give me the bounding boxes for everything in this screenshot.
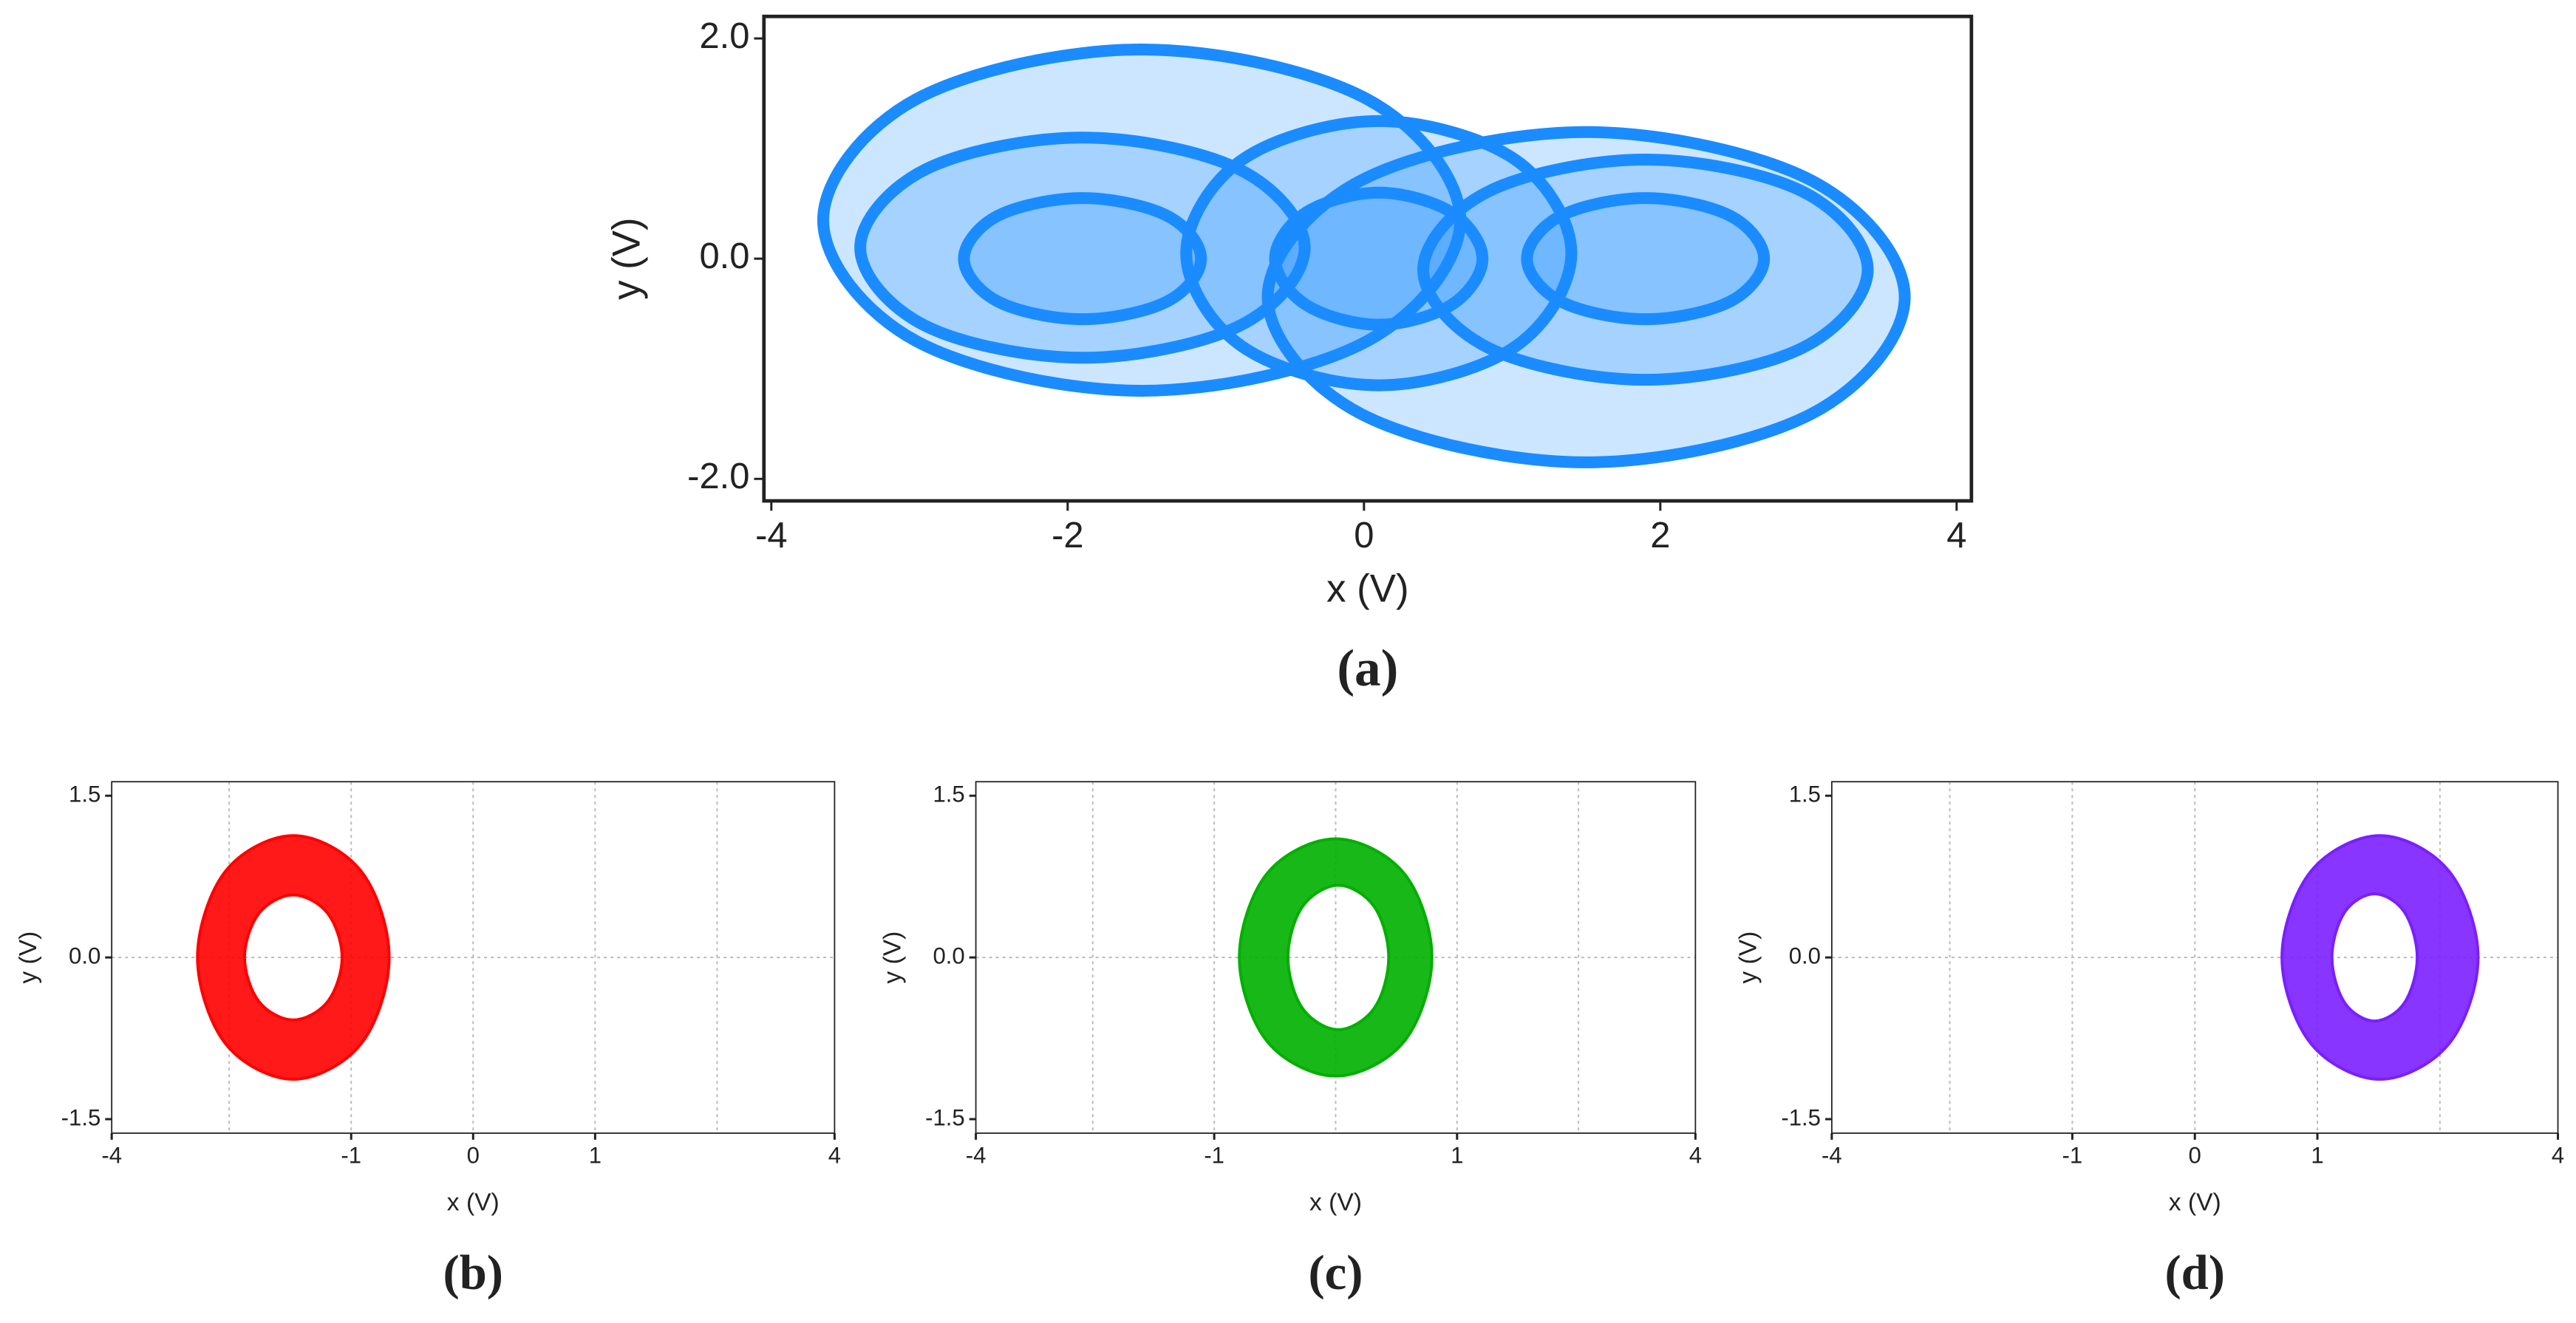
- y-axis-label: y (V): [879, 931, 906, 984]
- x-tick-label: -1: [2062, 1142, 2083, 1168]
- orbit-loop: [1521, 192, 1771, 326]
- y-axis-label: y (V): [15, 931, 42, 984]
- x-axis-label: x (V): [1309, 1189, 1362, 1216]
- y-tick-label: 0.0: [933, 943, 964, 968]
- caption: (a): [1337, 640, 1398, 697]
- caption: (d): [2164, 1246, 2225, 1300]
- y-tick-label: -2.0: [687, 457, 749, 496]
- x-tick-label: 0: [2189, 1142, 2201, 1168]
- panel: -4 -1 0 1 4 -1.5 0.0 1.5 x (V) y (V) (b): [15, 781, 841, 1300]
- caption: (c): [1308, 1246, 1363, 1300]
- orbit-loop: [854, 131, 1311, 364]
- orbit-band: [197, 835, 389, 1080]
- x-tick-label: -4: [101, 1142, 122, 1168]
- panel: -4 -1 0 1 4 -1.5 0.0 1.5 x (V) y (V) (d): [1735, 781, 2564, 1300]
- x-axis-label: x (V): [447, 1189, 500, 1216]
- x-tick-label: -2: [1052, 516, 1084, 555]
- y-tick-label: 2.0: [699, 16, 749, 56]
- orbit-band: [1239, 838, 1432, 1076]
- x-tick-label: 0: [467, 1142, 480, 1168]
- x-tick-label: 1: [2311, 1142, 2323, 1168]
- y-tick-label: 1.5: [933, 781, 964, 807]
- y-tick-label: 0.0: [699, 236, 749, 276]
- x-tick-label: -4: [1822, 1142, 1842, 1168]
- panel: -4 -1 1 4 -1.5 0.0 1.5 x (V) y (V) (c): [879, 781, 1702, 1300]
- x-tick-label: -1: [341, 1142, 361, 1168]
- orbit-band: [2282, 835, 2478, 1080]
- orbit-loop: [2330, 892, 2419, 1023]
- x-tick-label: 1: [1451, 1142, 1463, 1168]
- x-axis-label: x (V): [2169, 1189, 2221, 1216]
- x-tick-label: -4: [966, 1142, 987, 1168]
- caption: (b): [443, 1246, 504, 1300]
- orbit-loop: [1238, 837, 1434, 1078]
- x-tick-label: 2: [1650, 516, 1670, 555]
- x-tick-label: 4: [2552, 1142, 2564, 1168]
- y-tick-label: -1.5: [1781, 1104, 1821, 1130]
- x-tick-label: 4: [1946, 516, 1966, 555]
- x-tick-label: -4: [755, 516, 788, 555]
- y-tick-label: 0.0: [1789, 943, 1821, 968]
- orbit-loop: [2280, 834, 2480, 1081]
- y-tick-label: -1.5: [925, 1104, 965, 1130]
- y-tick-label: 0.0: [69, 943, 100, 968]
- orbit-loop: [242, 893, 344, 1022]
- x-tick-label: -1: [1204, 1142, 1224, 1168]
- y-tick-label: 1.5: [69, 781, 100, 807]
- panel: -4 -2 0 2 4 -2.0 0.0 2.0 x (V) y (V) (a): [604, 14, 1974, 697]
- y-tick-label: 1.5: [1789, 781, 1821, 807]
- y-axis-label: y (V): [604, 217, 648, 299]
- orbit-loop: [1180, 114, 1578, 392]
- x-tick-label: 1: [589, 1142, 602, 1168]
- x-tick-label: 4: [1689, 1142, 1702, 1168]
- x-tick-label: 4: [828, 1142, 841, 1168]
- y-tick-label: -1.5: [61, 1104, 101, 1130]
- y-axis-label: y (V): [1735, 931, 1762, 984]
- orbit-loop: [1286, 883, 1391, 1031]
- x-axis-label: x (V): [1326, 567, 1408, 610]
- orbit-loop: [1269, 186, 1489, 331]
- x-tick-label: 0: [1354, 516, 1374, 555]
- orbit-loop: [196, 834, 391, 1081]
- orbit-loop: [958, 192, 1207, 326]
